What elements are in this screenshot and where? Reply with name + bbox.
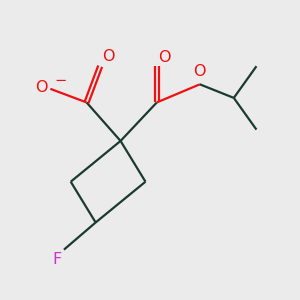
Text: O: O — [36, 80, 48, 95]
Text: O: O — [194, 64, 206, 79]
Text: F: F — [52, 252, 62, 267]
Text: O: O — [102, 49, 115, 64]
Text: O: O — [159, 50, 171, 65]
Text: −: − — [54, 73, 66, 88]
